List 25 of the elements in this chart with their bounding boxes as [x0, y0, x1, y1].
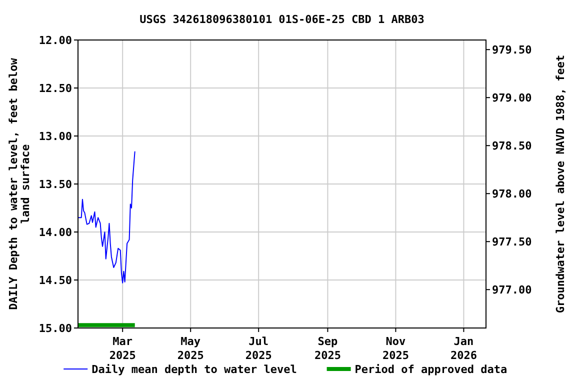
x-tick-label: Sep 2025: [314, 335, 341, 362]
y2-tick-label: 978.00: [492, 188, 532, 201]
y-tick-label: 14.50: [38, 274, 72, 287]
y-tick-label: 13.00: [38, 130, 72, 143]
line-series: [78, 150, 136, 284]
x-tick-label: Nov 2025: [382, 335, 409, 362]
x-tick-label: Mar 2025: [109, 335, 136, 362]
y2-tick-label: 977.50: [492, 236, 532, 249]
y-tick-label: 12.50: [38, 82, 72, 95]
legend-label: Period of approved data: [354, 363, 508, 376]
y2-tick-label: 979.00: [492, 92, 532, 105]
y-tick-label: 15.00: [38, 322, 72, 335]
y-tick-label: 12.00: [38, 34, 72, 47]
legend-label: Daily mean depth to water level: [92, 363, 297, 376]
y2-axis-title: Groundwater level above NAVD 1988, feet: [554, 54, 567, 314]
x-tick-label: Jul 2025: [245, 335, 272, 362]
y-axis-title: DAILY Depth to water level, feet below land surface: [7, 58, 32, 310]
x-tick-label: May 2025: [177, 335, 204, 362]
y2-tick-label: 979.50: [492, 44, 532, 57]
y-tick-label: 14.00: [38, 226, 72, 239]
y-tick-label: 13.50: [38, 178, 72, 191]
y2-tick-label: 977.00: [492, 284, 532, 297]
x-tick-label: Jan 2026: [450, 335, 478, 362]
chart-title: USGS 342618096380101 01S-06E-25 CBD 1 ARB03: [140, 13, 424, 26]
y2-tick-label: 978.50: [492, 140, 532, 153]
